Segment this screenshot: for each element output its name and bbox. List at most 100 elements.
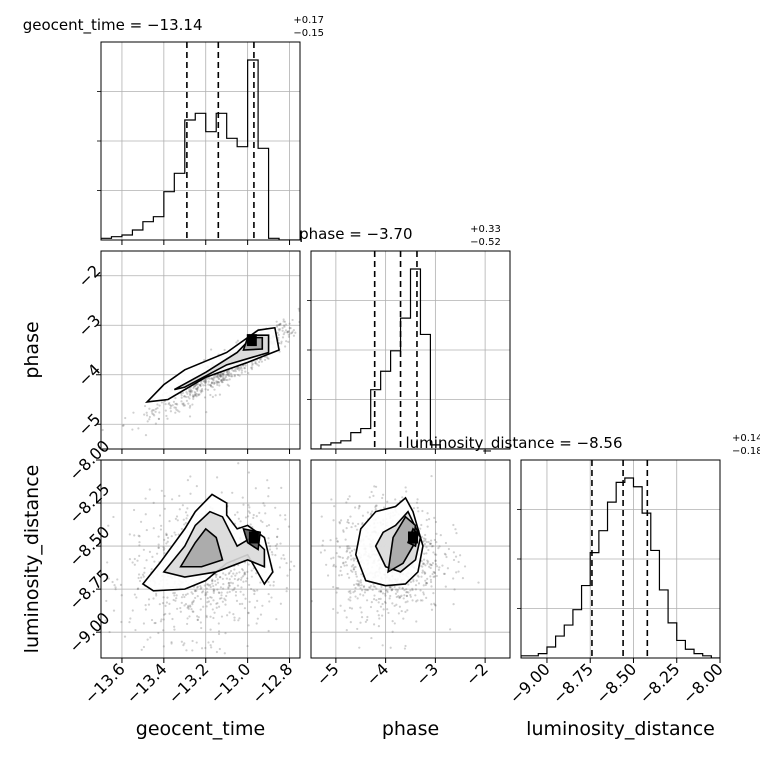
scatter-point bbox=[227, 384, 231, 387]
scatter-point bbox=[311, 625, 313, 627]
scatter-point bbox=[196, 386, 199, 389]
scatter-point bbox=[244, 516, 248, 519]
scatter-point bbox=[186, 606, 189, 609]
scatter-point bbox=[411, 588, 414, 592]
scatter-point bbox=[278, 328, 282, 331]
scatter-point bbox=[212, 588, 215, 591]
scatter-point bbox=[386, 589, 389, 592]
scatter-point bbox=[454, 555, 458, 558]
scatter-point bbox=[406, 609, 409, 612]
scatter-point bbox=[204, 593, 207, 597]
scatter-point bbox=[228, 578, 231, 581]
scatter-point bbox=[423, 562, 426, 566]
scatter-point bbox=[168, 520, 171, 523]
scatter-point bbox=[444, 585, 447, 588]
scatter-point bbox=[197, 394, 200, 397]
scatter-point bbox=[193, 393, 197, 397]
scatter-point bbox=[433, 571, 436, 575]
scatter-point bbox=[253, 590, 256, 593]
scatter-point bbox=[173, 531, 176, 534]
scatter-point bbox=[457, 560, 460, 564]
scatter-point bbox=[269, 584, 272, 587]
scatter-point bbox=[207, 584, 211, 587]
scatter-point bbox=[131, 428, 134, 431]
scatter-point bbox=[105, 599, 108, 603]
scatter-point bbox=[378, 617, 381, 620]
x-tick-label: −13.2 bbox=[164, 659, 212, 707]
scatter-point bbox=[267, 580, 270, 584]
scatter-point bbox=[206, 591, 209, 594]
scatter-point bbox=[434, 559, 437, 562]
scatter-point bbox=[277, 333, 280, 337]
scatter-point bbox=[236, 367, 239, 370]
scatter-point bbox=[430, 585, 433, 588]
title-upper-error: +0.33 bbox=[470, 224, 501, 235]
scatter-point bbox=[411, 587, 414, 590]
scatter-point bbox=[427, 518, 431, 521]
scatter-point bbox=[415, 620, 418, 623]
scatter-point bbox=[257, 364, 260, 367]
scatter-point bbox=[279, 322, 282, 326]
scatter-point bbox=[259, 613, 263, 616]
scatter-point bbox=[277, 336, 280, 340]
scatter-point bbox=[211, 578, 214, 581]
scatter-point bbox=[120, 594, 123, 597]
scatter-point bbox=[192, 395, 196, 398]
scatter-point bbox=[430, 545, 433, 548]
panel-frame bbox=[310, 459, 511, 659]
scatter-point bbox=[212, 381, 215, 384]
scatter-point bbox=[369, 513, 372, 516]
scatter-point bbox=[250, 575, 253, 578]
scatter-point bbox=[229, 372, 233, 375]
scatter-point bbox=[380, 585, 383, 588]
scatter-point bbox=[213, 382, 216, 385]
scatter-point bbox=[137, 573, 141, 576]
scatter-point bbox=[352, 559, 356, 562]
title-upper-error: +0.14 bbox=[732, 433, 760, 444]
scatter-point bbox=[248, 583, 251, 587]
scatter-point bbox=[397, 452, 399, 454]
x-tick-label: −9.00 bbox=[506, 659, 554, 707]
scatter-point bbox=[164, 604, 167, 607]
scatter-point bbox=[222, 572, 225, 575]
scatter-point bbox=[222, 372, 225, 375]
scatter-point bbox=[233, 619, 236, 622]
x-tick-label: −5 bbox=[313, 659, 343, 689]
scatter-point bbox=[256, 599, 259, 602]
scatter-point bbox=[150, 568, 153, 571]
scatter-point bbox=[290, 560, 293, 563]
contour-level bbox=[387, 515, 417, 574]
scatter-point bbox=[148, 488, 151, 491]
scatter-point bbox=[241, 602, 244, 605]
scatter-point bbox=[239, 367, 242, 370]
scatter-point bbox=[237, 462, 240, 465]
scatter-point bbox=[379, 590, 383, 594]
scatter-point bbox=[212, 378, 215, 381]
scatter-point bbox=[375, 599, 378, 602]
scatter-point bbox=[276, 331, 279, 334]
scatter-point bbox=[337, 555, 340, 558]
scatter-point bbox=[427, 548, 430, 552]
scatter-point bbox=[146, 420, 149, 423]
scatter-point bbox=[196, 615, 199, 618]
scatter-point bbox=[193, 589, 197, 592]
scatter-point bbox=[332, 585, 335, 589]
scatter-point bbox=[219, 372, 223, 375]
scatter-point bbox=[432, 570, 435, 574]
scatter-point bbox=[445, 555, 448, 559]
scatter-point bbox=[162, 618, 165, 621]
scatter-point bbox=[148, 407, 151, 410]
scatter-point bbox=[248, 600, 251, 603]
scatter-point bbox=[428, 565, 431, 568]
scatter-point bbox=[168, 401, 171, 405]
scatter-point bbox=[236, 367, 239, 371]
scatter-point bbox=[158, 514, 162, 517]
y-tick-label: −4 bbox=[74, 360, 104, 390]
scatter-point bbox=[377, 601, 380, 604]
scatter-point bbox=[336, 540, 339, 543]
scatter-point bbox=[294, 500, 296, 502]
scatter-point bbox=[346, 545, 349, 548]
scatter-point bbox=[333, 456, 335, 458]
scatter-point bbox=[171, 404, 174, 407]
scatter-point bbox=[242, 503, 245, 506]
